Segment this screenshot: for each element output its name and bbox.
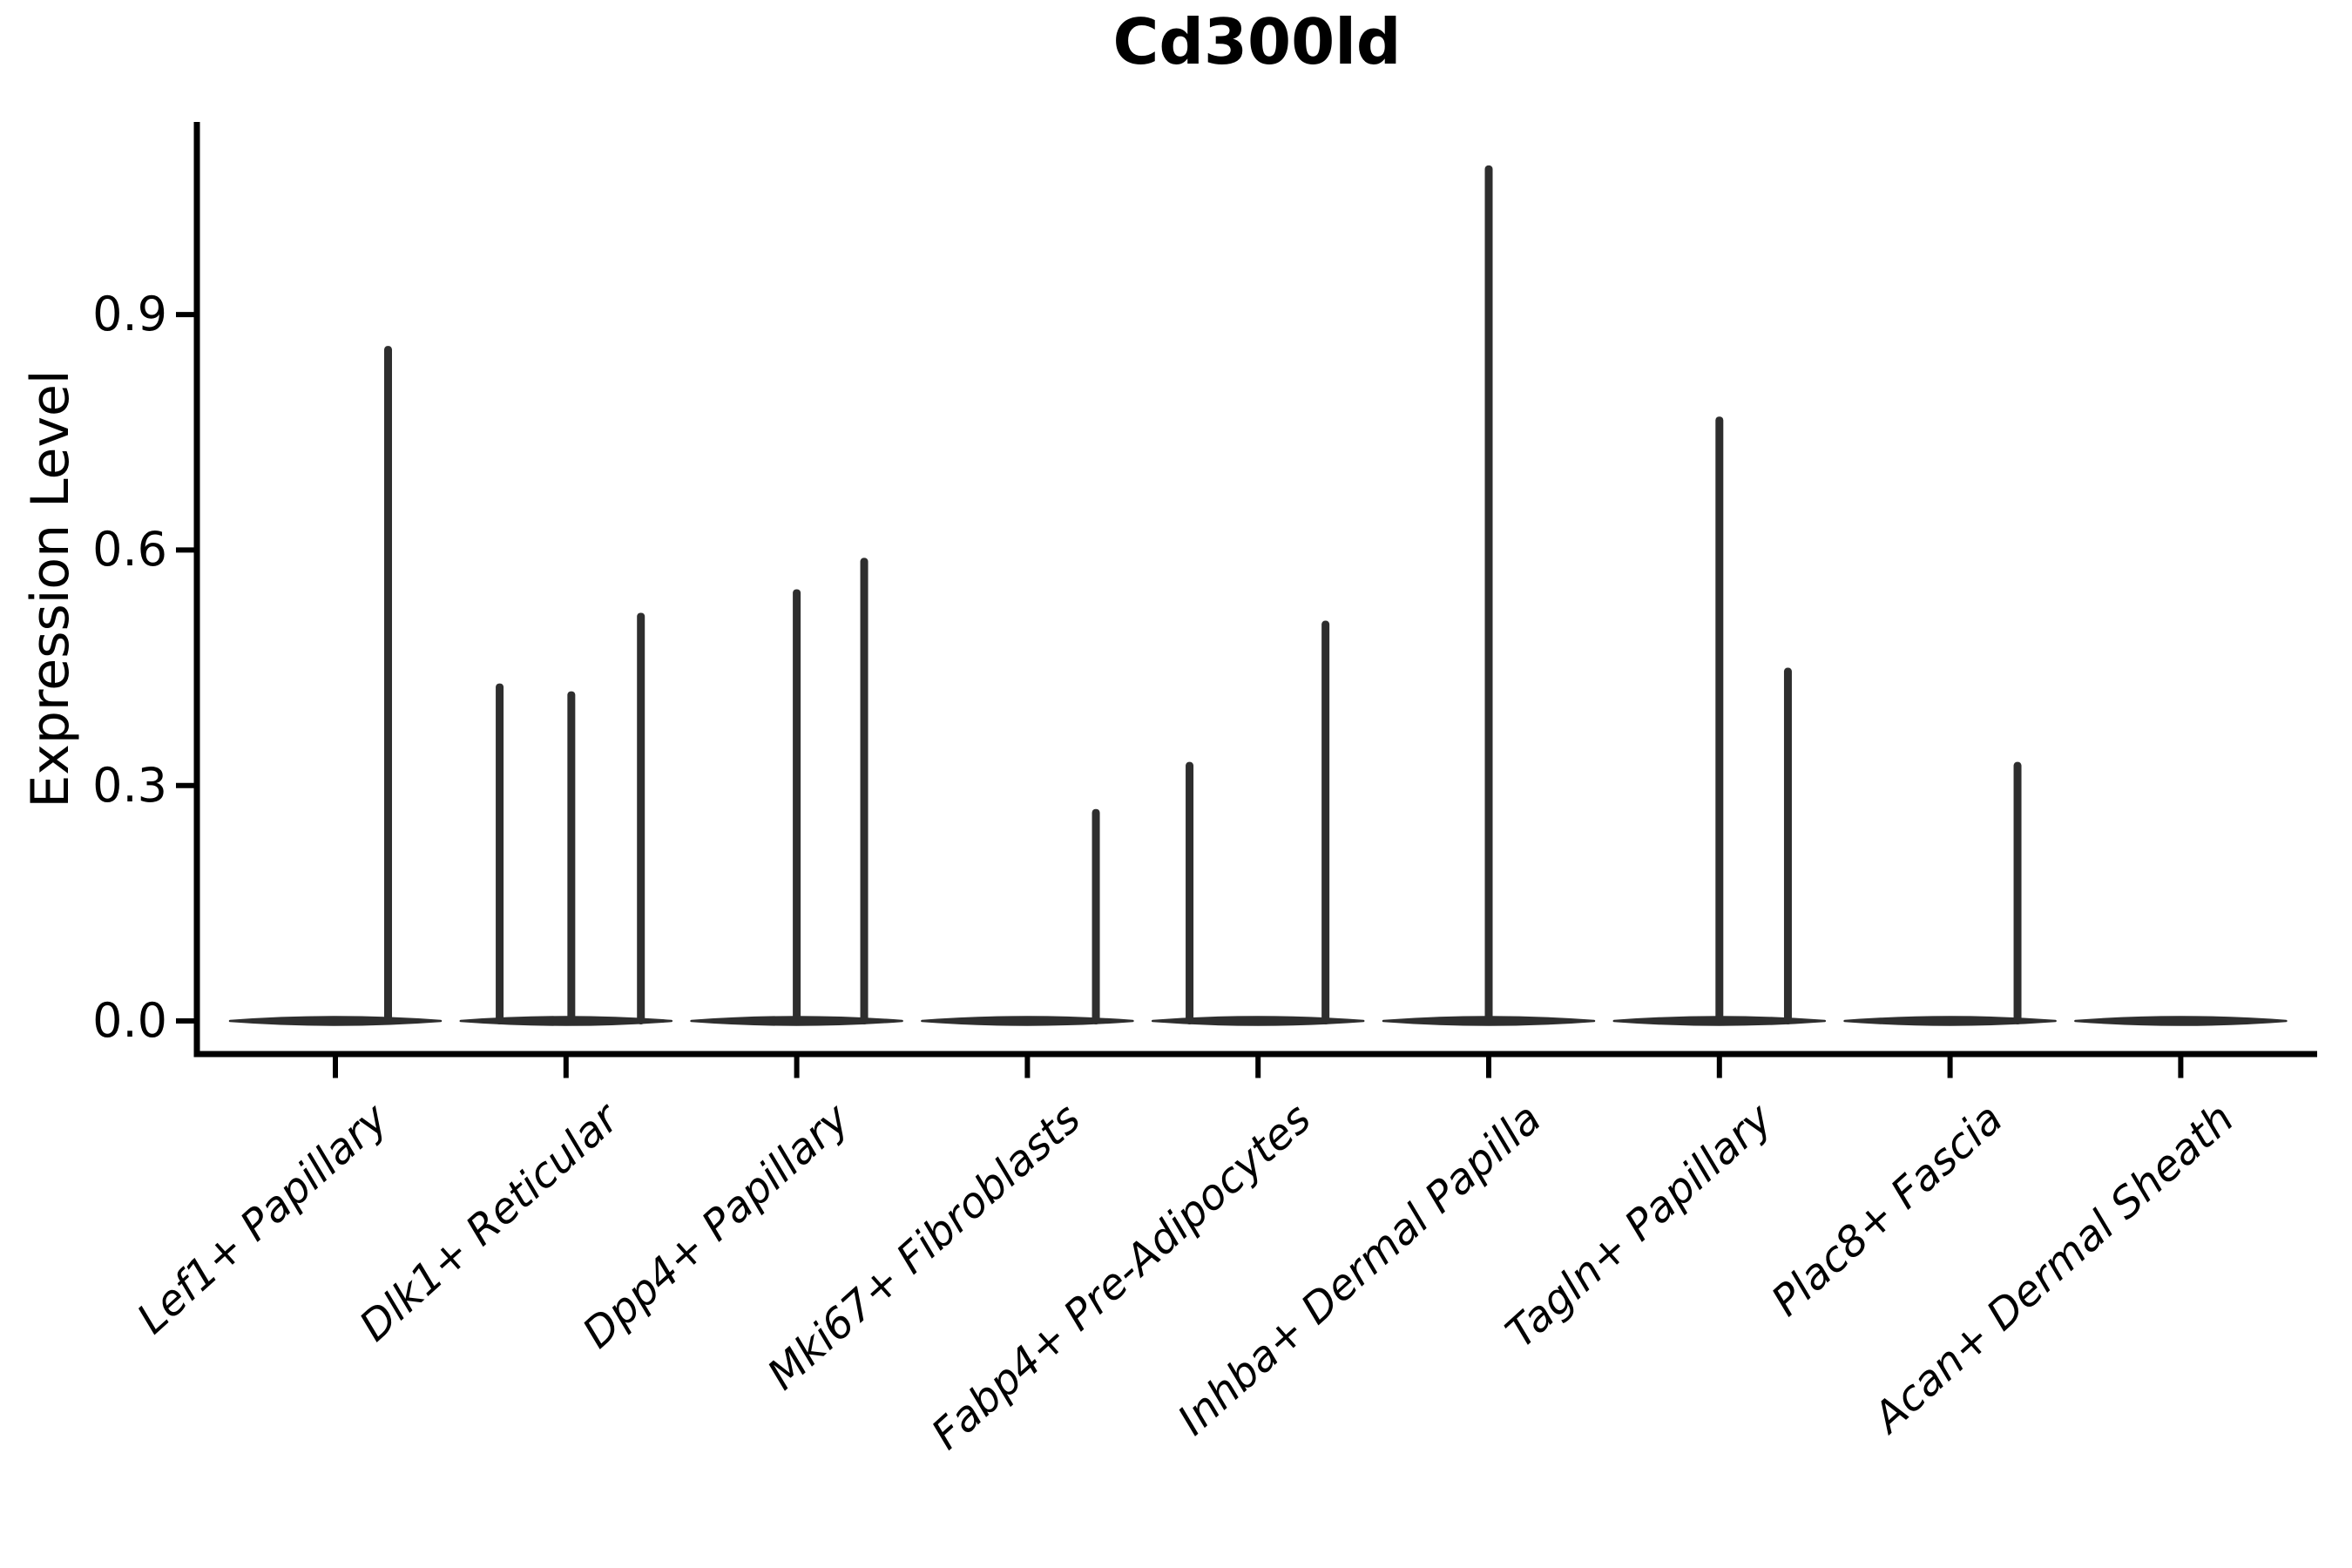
- violin-body: [2074, 1016, 2288, 1026]
- chart-title: Cd300ld: [1112, 5, 1402, 78]
- violin-body: [228, 1016, 443, 1026]
- y-tick-label: 0.3: [92, 757, 167, 813]
- violin-body: [1151, 1016, 1365, 1026]
- violin-body: [1843, 1016, 2057, 1026]
- violin-spike: [1092, 808, 1100, 1024]
- violin-spike: [793, 589, 801, 1024]
- y-tick-label: 0.9: [92, 287, 167, 342]
- violin-spike: [1186, 761, 1194, 1024]
- violin-spike: [567, 691, 576, 1024]
- y-tick-label: 0.6: [92, 522, 167, 578]
- violin-spike: [1715, 416, 1724, 1025]
- violin-spike: [2013, 761, 2022, 1024]
- violin-body: [459, 1016, 673, 1026]
- violin-body: [921, 1016, 1134, 1026]
- violin-spike: [860, 558, 868, 1024]
- violin-spike: [637, 612, 645, 1024]
- violin-spike: [1321, 620, 1330, 1024]
- violin-spike: [496, 683, 504, 1024]
- violin-spike: [1484, 165, 1493, 1024]
- y-tick-label: 0.0: [92, 993, 167, 1048]
- violin-spike: [384, 346, 392, 1024]
- violin-spike: [1783, 667, 1792, 1024]
